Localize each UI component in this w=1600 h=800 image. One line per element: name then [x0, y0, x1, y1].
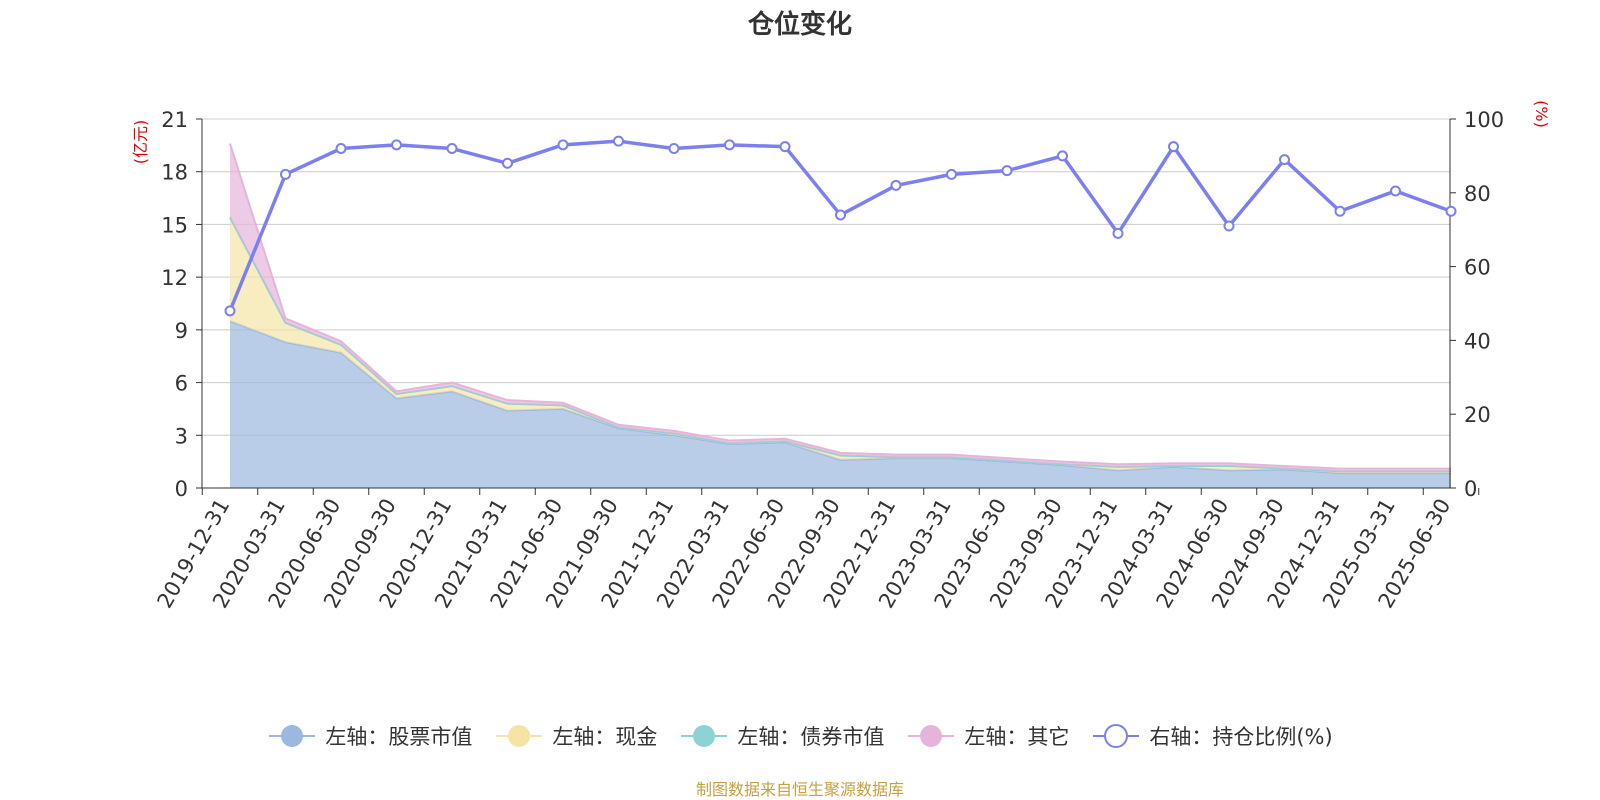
ratio-point	[946, 168, 957, 180]
legend-symbol-icon	[908, 725, 955, 747]
ratio-point	[613, 135, 624, 147]
right-tick-label: 0	[1464, 477, 1477, 501]
legend-item[interactable]: 左轴：现金	[494, 721, 657, 751]
legend-item[interactable]: 左轴：股票市值	[267, 721, 472, 751]
ratio-point	[724, 139, 735, 151]
legend-symbol-icon	[496, 725, 543, 747]
left-axis-unit: (亿元)	[131, 120, 150, 165]
legend-symbol-icon	[681, 725, 728, 747]
left-tick-label: 21	[161, 108, 188, 132]
right-tick-label: 100	[1464, 108, 1504, 132]
ratio-point	[280, 168, 291, 180]
ratio-line	[228, 139, 1452, 312]
legend-label: 左轴：其它	[964, 725, 1070, 749]
ratio-point	[502, 157, 513, 169]
legend-label: 左轴：现金	[552, 725, 658, 749]
legend-label: 左轴：债券市值	[737, 725, 885, 749]
chart-canvas: 036912151821020406080100(亿元)(%)2019-12-3…	[131, 100, 1551, 612]
ratio-point	[1445, 205, 1457, 217]
ratio-point	[668, 143, 680, 155]
ratio-point	[835, 209, 846, 221]
legend: 左轴：股票市值 左轴：现金 左轴：债券市值 左轴：其它 右轴：持仓比例(%)	[0, 722, 1600, 750]
legend-item[interactable]: 左轴：其它	[906, 721, 1069, 751]
ratio-point	[1334, 205, 1346, 217]
area-line-other	[229, 143, 1451, 470]
ratio-point	[1112, 227, 1124, 239]
legend-symbol-icon	[269, 725, 316, 747]
right-tick-label: 40	[1464, 329, 1491, 353]
area-cash	[230, 217, 1451, 474]
left-tick-label: 12	[161, 266, 188, 290]
legend-label: 左轴：股票市值	[325, 725, 473, 749]
left-tick-label: 0	[175, 477, 188, 501]
left-tick-label: 6	[175, 372, 188, 396]
right-axis-unit: (%)	[1532, 100, 1551, 128]
left-tick-label: 3	[175, 424, 188, 448]
right-tick-label: 20	[1464, 403, 1491, 427]
ratio-point	[224, 305, 236, 317]
ratio-point	[446, 143, 458, 155]
ratio-point	[1168, 141, 1179, 153]
ratio-point	[391, 139, 402, 151]
ratio-point	[335, 143, 347, 155]
left-tick-label: 18	[161, 161, 188, 185]
right-tick-label: 80	[1464, 182, 1491, 206]
right-tick-label: 60	[1464, 256, 1491, 280]
ratio-point	[1223, 220, 1235, 232]
ratio-point	[1279, 154, 1290, 166]
legend-label: 右轴：持仓比例(%)	[1149, 725, 1333, 749]
source-note: 制图数据来自恒生聚源数据库	[695, 780, 904, 799]
ratio-point	[890, 179, 902, 191]
ratio-point	[779, 141, 791, 153]
legend-item[interactable]: 左轴：债券市值	[679, 721, 884, 751]
area-stock	[230, 321, 1451, 488]
ratio-point	[557, 139, 569, 151]
legend-symbol-icon	[1093, 724, 1140, 748]
ratio-point	[1390, 185, 1401, 197]
left-tick-label: 9	[175, 319, 188, 343]
ratio-point	[1001, 165, 1013, 177]
left-tick-label: 15	[161, 213, 188, 237]
ratio-point	[1057, 150, 1068, 162]
legend-item[interactable]: 右轴：持仓比例(%)	[1091, 721, 1333, 751]
chart-title: 仓位变化	[747, 10, 852, 40]
